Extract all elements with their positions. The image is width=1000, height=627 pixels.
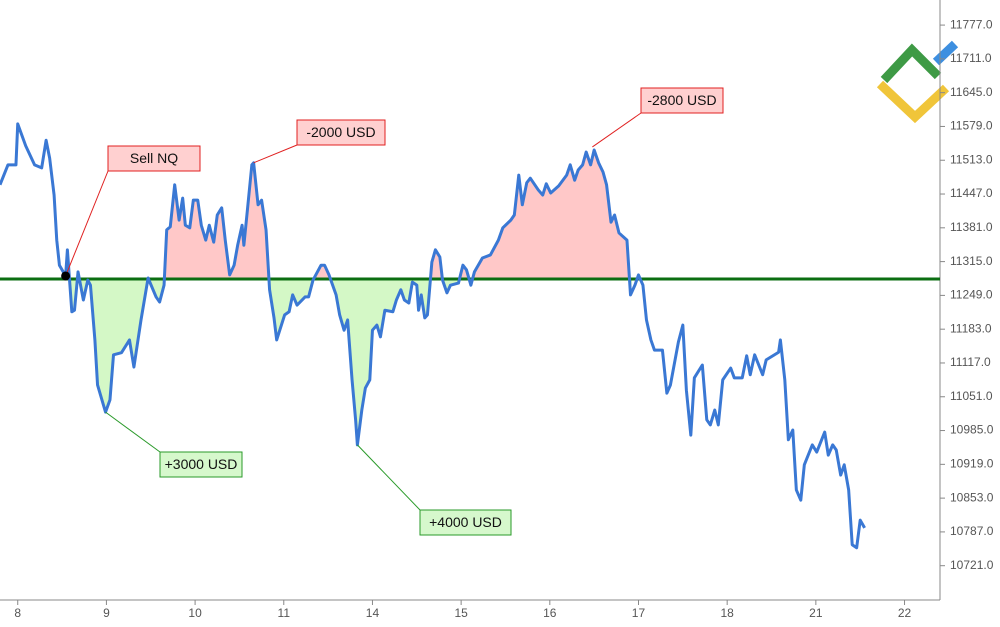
- price-line: [0, 122, 866, 550]
- annotation-box: [640, 87, 724, 114]
- y-tick-label: 10985.0: [950, 423, 994, 437]
- y-tick-label: 11315.0: [950, 254, 993, 268]
- annotation-leader: [592, 112, 642, 148]
- x-tick-label: 21: [809, 606, 823, 620]
- annotation-label: -2000 USD: [306, 124, 375, 140]
- x-tick-label: 9: [103, 606, 110, 620]
- y-tick-label: 10853.0: [950, 490, 994, 504]
- annotation-label: +4000 USD: [429, 514, 502, 530]
- x-tick-label: 16: [543, 606, 557, 620]
- annotation-leader: [253, 144, 298, 164]
- x-tick-label: 18: [720, 606, 734, 620]
- y-tick-label: 11711.0: [950, 51, 992, 65]
- x-tick-label: 10: [188, 606, 202, 620]
- x-tick-label: 22: [898, 606, 912, 620]
- annotation-leader: [65, 170, 109, 277]
- annotation-label: -2800 USD: [647, 92, 716, 108]
- x-tick-label: 15: [454, 606, 468, 620]
- x-tick-label: 14: [366, 606, 380, 620]
- annotation-leader: [357, 444, 421, 511]
- y-tick-label: 11777.0: [950, 17, 993, 31]
- y-tick-label: 11249.0: [950, 288, 993, 302]
- y-tick-label: 11183.0: [950, 321, 992, 335]
- annotation-box: [107, 145, 201, 172]
- logo: [876, 40, 959, 124]
- loss-area: [65, 150, 633, 280]
- annotation-box: [159, 451, 243, 478]
- annotation-label: Sell NQ: [130, 150, 178, 166]
- annotation-box: [419, 509, 512, 536]
- annotation-label: +3000 USD: [165, 456, 238, 472]
- annotation-box: [296, 119, 386, 146]
- y-tick-label: 11117.0: [950, 355, 991, 369]
- y-tick-label: 10721.0: [950, 558, 994, 572]
- y-tick-label: 10919.0: [950, 457, 994, 471]
- x-tick-label: 8: [14, 606, 21, 620]
- y-tick-label: 11513.0: [950, 152, 993, 166]
- y-tick-label: 11645.0: [950, 85, 993, 99]
- x-tick-label: 11: [278, 606, 291, 620]
- y-tick-label: 10787.0: [950, 524, 994, 538]
- x-tick-label: 17: [632, 606, 646, 620]
- y-tick-label: 11381.0: [950, 220, 993, 234]
- annotation-leader: [105, 411, 161, 453]
- logo-yellow: [876, 80, 950, 124]
- logo-blue: [932, 40, 959, 66]
- y-tick-label: 11447.0: [950, 186, 993, 200]
- logo-green: [880, 43, 942, 84]
- sell-marker: [61, 271, 71, 281]
- y-tick-label: 11579.0: [950, 119, 993, 133]
- y-tick-label: 11051.0: [950, 389, 993, 403]
